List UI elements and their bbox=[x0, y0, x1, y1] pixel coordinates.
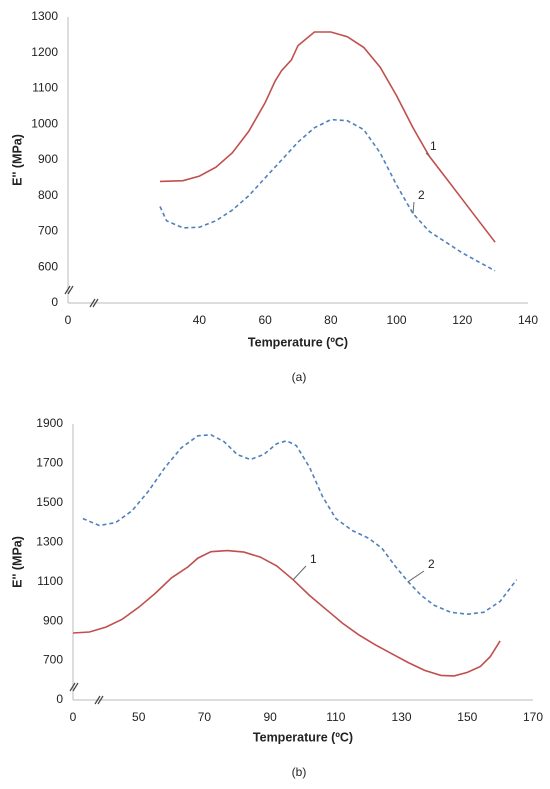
y-tick-label: 700 bbox=[38, 224, 58, 238]
y-tick-label: 1000 bbox=[31, 116, 58, 130]
y-tick-label: 800 bbox=[38, 188, 58, 202]
y-axis-title: E'' (MPa) bbox=[10, 134, 24, 186]
y-tick-label: 600 bbox=[38, 259, 58, 273]
y-tick-label: 1700 bbox=[36, 456, 63, 470]
y-tick-label: 700 bbox=[43, 653, 63, 667]
x-tick-label: 140 bbox=[518, 313, 538, 327]
y-tick-label: 0 bbox=[51, 295, 58, 309]
x-axis-title: Temperature (ºC) bbox=[248, 335, 348, 349]
x-tick-label: 100 bbox=[387, 313, 407, 327]
x-tick-label: 170 bbox=[523, 710, 543, 724]
label-leader bbox=[412, 201, 415, 214]
axis-break bbox=[97, 695, 104, 705]
x-tick-label: 130 bbox=[392, 710, 412, 724]
line-series bbox=[159, 118, 496, 272]
x-tick-label: 120 bbox=[452, 313, 472, 327]
axis-break bbox=[67, 285, 74, 295]
x-tick-label: 80 bbox=[324, 313, 338, 327]
x-tick-label: 90 bbox=[263, 710, 277, 724]
y-tick-label: 1100 bbox=[37, 574, 63, 588]
series-label: 1 bbox=[430, 139, 437, 153]
line-series bbox=[82, 433, 518, 616]
y-tick-label: 1300 bbox=[36, 534, 63, 548]
label-leader bbox=[292, 565, 307, 581]
x-tick-label: 150 bbox=[457, 710, 477, 724]
label-leader bbox=[425, 152, 430, 157]
x-tick-label: 70 bbox=[198, 710, 212, 724]
axis-break bbox=[69, 682, 76, 692]
x-axis-title: Temperature (ºC) bbox=[253, 730, 353, 744]
y-axis-title: E'' (MPa) bbox=[10, 536, 24, 588]
y-tick-label: 0 bbox=[56, 692, 63, 706]
series-label: 2 bbox=[418, 188, 425, 202]
axis-break bbox=[64, 285, 71, 295]
x-tick-label: 40 bbox=[193, 313, 207, 327]
x-tick-label: 0 bbox=[70, 710, 77, 724]
y-tick-label: 1300 bbox=[31, 9, 58, 23]
y-tick-label: 1900 bbox=[36, 416, 63, 430]
y-tick-label: 1500 bbox=[36, 495, 63, 509]
label-leader bbox=[407, 570, 425, 583]
x-tick-label: 0 bbox=[65, 313, 72, 327]
caption: (b) bbox=[292, 765, 307, 779]
axis-break bbox=[94, 695, 101, 705]
axis-break bbox=[92, 298, 99, 308]
y-tick-label: 900 bbox=[38, 152, 58, 166]
y-tick-label: 1100 bbox=[32, 81, 58, 95]
axis-break bbox=[72, 682, 79, 692]
line-series bbox=[72, 549, 501, 677]
axis-break bbox=[89, 298, 96, 308]
y-tick-label: 1200 bbox=[31, 45, 58, 59]
x-tick-label: 110 bbox=[326, 710, 345, 724]
line-series bbox=[159, 31, 496, 243]
x-tick-label: 60 bbox=[258, 313, 272, 327]
x-tick-label: 50 bbox=[132, 710, 146, 724]
series-label: 2 bbox=[428, 557, 435, 571]
y-tick-label: 900 bbox=[43, 613, 63, 627]
series-label: 1 bbox=[310, 552, 317, 566]
caption: (a) bbox=[292, 370, 307, 384]
